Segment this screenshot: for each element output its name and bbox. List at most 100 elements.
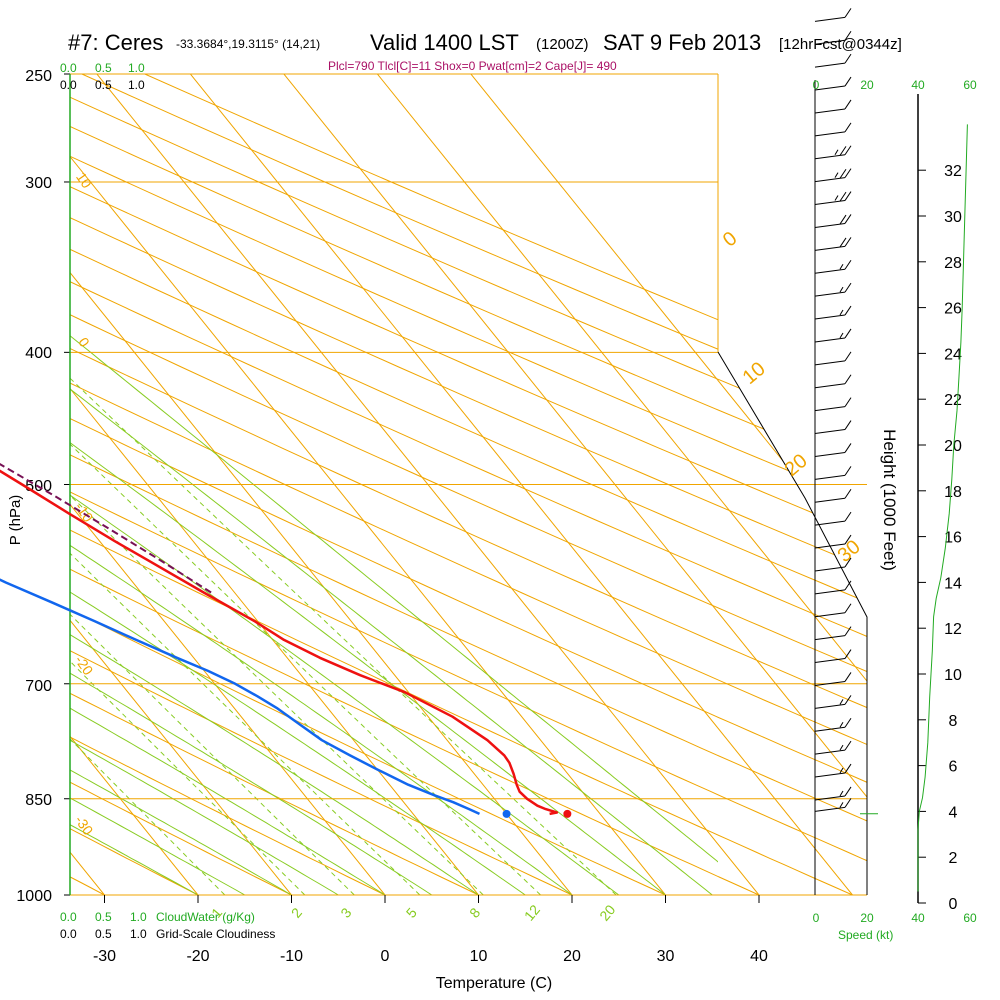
moist-adiabat-line — [70, 769, 292, 895]
wind-barb — [814, 282, 852, 297]
isotherm-line — [70, 503, 386, 895]
dry-adiabat-line — [70, 568, 718, 878]
moist-adiabat-line — [70, 672, 433, 895]
dry-adiabat-line — [70, 382, 718, 681]
cloud-top-black-2: 1.0 — [128, 78, 145, 92]
moist-adiabat-line — [70, 544, 573, 895]
sounding-profiles — [0, 463, 572, 818]
cloud-bottom-black-2: 1.0 — [130, 927, 147, 941]
isotherm-grid — [70, 74, 718, 895]
speed-axis-label: Speed (kt) — [838, 928, 893, 942]
isotherm-line — [70, 387, 479, 895]
mixing-ratio-line — [70, 377, 617, 895]
wind-barb — [814, 168, 852, 183]
wind-barb — [814, 603, 852, 618]
wind-barb — [814, 649, 852, 664]
temperature-tick-label: 0 — [381, 948, 390, 965]
isotherm-label: 10 — [73, 169, 95, 191]
cloud-top-green-0: 0.0 — [60, 61, 77, 75]
adiabat-label: 20 — [781, 450, 812, 481]
x-axis-label: Temperature (C) — [436, 975, 552, 992]
wind-barb — [814, 740, 852, 755]
moist-adiabat-line — [70, 824, 199, 895]
height-tick-label: 28 — [944, 255, 962, 272]
pressure-axis: 250 300 400 500 700 850 1000 P (hPa) — [7, 68, 52, 905]
height-tick-label: 26 — [944, 301, 962, 318]
dry-adiabat-line — [718, 352, 867, 895]
mixing-ratio-label: 5 — [403, 904, 420, 920]
temperature-tick-label: 10 — [470, 948, 488, 965]
dry-adiabat-line — [718, 352, 867, 895]
dry-adiabat-line — [718, 352, 867, 895]
dry-adiabat-line — [70, 529, 718, 836]
moist-adiabat-line — [70, 797, 246, 895]
isotherm-line — [0, 0, 105, 895]
forecast-info: [12hrFcst@0344z] — [779, 36, 902, 53]
station-title: #7: Ceres — [68, 30, 163, 55]
moist-adiabat-line — [70, 591, 526, 895]
isotherm-line — [70, 271, 573, 895]
parcel-profile-line — [0, 463, 212, 594]
mixing-ratio-label: 2 — [288, 904, 305, 920]
wind-barb — [814, 763, 852, 778]
cloud-bottom-black-0: 0.0 — [60, 927, 77, 941]
speed-top-40: 40 — [911, 78, 925, 92]
dry-adiabat-line — [718, 352, 867, 895]
speed-top-0: 0 — [813, 78, 820, 92]
adiabat-label: 0 — [719, 227, 742, 251]
height-tick-label: 24 — [944, 346, 962, 363]
height-tick-label: 32 — [944, 163, 962, 180]
wind-barb — [814, 786, 852, 801]
temperature-tick-label: -30 — [93, 948, 116, 965]
cloudiness-label: Grid-Scale Cloudiness — [156, 927, 275, 941]
mixing-ratio-label: 12 — [521, 901, 543, 923]
isotherm-line — [718, 352, 867, 895]
speed-bottom-40: 40 — [911, 911, 925, 925]
wind-barb — [814, 8, 852, 22]
dry-adiabat-line — [70, 281, 718, 574]
dry-adiabat-line — [70, 186, 718, 474]
wind-barb — [814, 466, 852, 480]
height-tick-label: 8 — [949, 713, 958, 730]
pressure-tick-700: 700 — [25, 678, 52, 695]
isotherm-line — [189, 74, 718, 730]
cloud-bottom-black-1: 0.5 — [95, 927, 112, 941]
corner-grid — [0, 0, 867, 895]
wind-barb — [814, 420, 852, 435]
speed-bottom-0: 0 — [813, 911, 820, 925]
speed-bottom-20: 20 — [860, 911, 874, 925]
isotherm-label: -30 — [72, 812, 97, 838]
isotherm-line — [0, 0, 385, 895]
moist-adiabat-line — [70, 335, 718, 863]
isotherm-line — [376, 74, 718, 498]
dry-adiabat-line — [70, 608, 666, 895]
dry-adiabat-line — [718, 352, 867, 895]
height-tick-label: 6 — [949, 759, 958, 776]
mixing-ratio-line — [70, 552, 421, 895]
cloud-scale-bottom: 0.0 0.5 1.0 CloudWater (g/Kg) 0.0 0.5 1.… — [60, 910, 275, 941]
isotherm-line — [70, 155, 666, 895]
dry-adiabat-line — [718, 352, 867, 895]
dry-adiabat-line — [70, 417, 718, 718]
wind-barb — [814, 397, 852, 412]
dry-adiabat-line — [718, 352, 867, 895]
cloud-scale-top: 0.0 0.5 1.0 0.0 0.5 1.0 — [60, 61, 145, 92]
surface-dewpoint-dot — [502, 809, 511, 818]
dry-adiabat-line — [718, 352, 867, 895]
valid-time: Valid 1400 LST — [370, 30, 519, 55]
wind-barb — [814, 717, 852, 732]
dry-adiabat-line — [70, 781, 292, 895]
isotherm-line — [0, 0, 572, 895]
temperature-axis: Temperature (C) -30 -20 -10 0 10 20 30 40 — [93, 895, 768, 992]
pressure-tick-1000: 1000 — [16, 888, 52, 905]
cloud-bottom-green-2: 1.0 — [130, 910, 147, 924]
cloudwater-label: CloudWater (g/Kg) — [156, 910, 255, 924]
dry-adiabat-line — [70, 876, 105, 895]
dry-adiabat-line — [70, 96, 718, 380]
mixing-ratio-label: 3 — [337, 904, 354, 920]
temperature-tick-label: -10 — [280, 948, 303, 965]
wind-barbs — [814, 8, 852, 812]
dry-adiabat-line — [70, 491, 718, 796]
wind-barb — [814, 580, 852, 595]
height-tick-label: 10 — [944, 667, 962, 684]
